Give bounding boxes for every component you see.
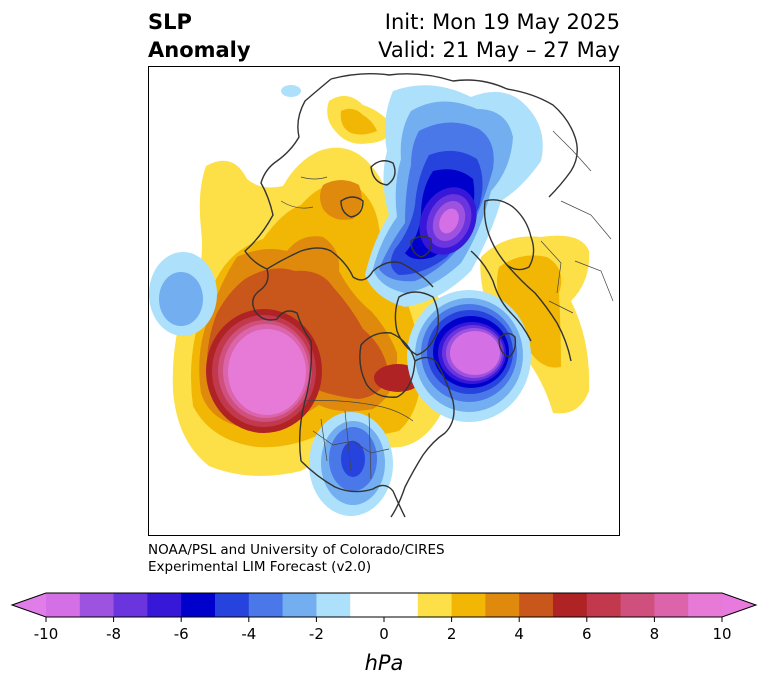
colorbar-bin-9 (350, 593, 419, 617)
colorbar-bin-5 (215, 593, 250, 617)
title-line-1: SLP (148, 10, 192, 34)
title-line-2: Anomaly (148, 38, 251, 62)
colorbar-bin-15 (586, 593, 622, 617)
colorbar-tick-label-5: 0 (379, 625, 389, 643)
map-title: SLP Anomaly (148, 8, 251, 64)
positive-anomaly-beaufort-orange (320, 180, 362, 220)
anomaly-map-canvas (149, 72, 614, 518)
colorbar-bin-4 (181, 593, 216, 617)
colorbar-bin-6 (248, 593, 284, 617)
colorbar-bin-12 (485, 593, 520, 617)
colorbar-bin-0 (46, 593, 81, 617)
colorbar-tick-label-0: -10 (34, 625, 59, 643)
forecast-dates: Init: Mon 19 May 2025 Valid: 21 May – 27… (378, 8, 620, 64)
negative-anomaly-arctic-l9 (439, 208, 459, 234)
colorbar-bin-14 (553, 593, 588, 617)
colorbar-bins (46, 593, 723, 617)
colorbar-tick-label-2: -6 (174, 625, 189, 643)
colorbar-tick-label-6: 2 (447, 625, 457, 643)
political-borders (280, 130, 614, 480)
colorbar-bin-3 (147, 593, 182, 617)
colorbar-tick-label-8: 6 (582, 625, 592, 643)
colorbar-bin-11 (451, 593, 486, 617)
colorbar-tick-label-1: -8 (106, 625, 121, 643)
colorbar-bin-10 (417, 593, 453, 617)
negative-anomaly-atlantic-l9 (450, 331, 500, 375)
negative-anomaly-siberia-small (281, 85, 301, 97)
colorbar-unit-label: hPa (365, 651, 404, 675)
valid-date-range: Valid: 21 May – 27 May (378, 38, 620, 62)
colorbar-tick-label-9: 8 (650, 625, 660, 643)
negative-anomaly-west-pacific-l2 (159, 272, 203, 326)
colorbar-bin-7 (282, 593, 317, 617)
colorbar-bin-18 (688, 593, 723, 617)
negative-anomaly-plains-l4 (341, 441, 365, 477)
positive-anomaly-east-siberia-core (340, 108, 377, 135)
credit-text: NOAA/PSL and University of Colorado/CIRE… (148, 542, 445, 576)
colorbar-under-arrow (12, 593, 46, 617)
colorbar-over-arrow (722, 593, 756, 617)
colorbar-ticks: -10 -8 -6 -4 -2 0 2 4 6 8 10 (34, 617, 732, 643)
colorbar-tick-label-7: 4 (514, 625, 524, 643)
colorbar-bin-1 (79, 593, 115, 617)
credit-line-1: NOAA/PSL and University of Colorado/CIRE… (148, 542, 445, 558)
anomaly-map (148, 66, 620, 536)
colorbar-bin-13 (519, 593, 554, 617)
colorbar-tick-label-4: -2 (309, 625, 324, 643)
colorbar-tick-label-3: -4 (241, 625, 256, 643)
colorbar-tick-label-10: 10 (712, 625, 731, 643)
positive-anomaly-europe-orange (497, 255, 562, 368)
credit-line-2: Experimental LIM Forecast (v2.0) (148, 559, 372, 575)
colorbar-bin-2 (113, 593, 148, 617)
colorbar-bin-17 (654, 593, 689, 617)
coastlines (244, 72, 578, 518)
colorbar-bin-16 (620, 593, 655, 617)
init-date: Init: Mon 19 May 2025 (384, 10, 620, 34)
positive-anomaly-gulf-alaska-l9 (228, 329, 306, 415)
colorbar: -10 -8 -6 -4 -2 0 2 4 6 8 10 hPa (10, 592, 758, 675)
colorbar-bin-8 (316, 593, 351, 617)
